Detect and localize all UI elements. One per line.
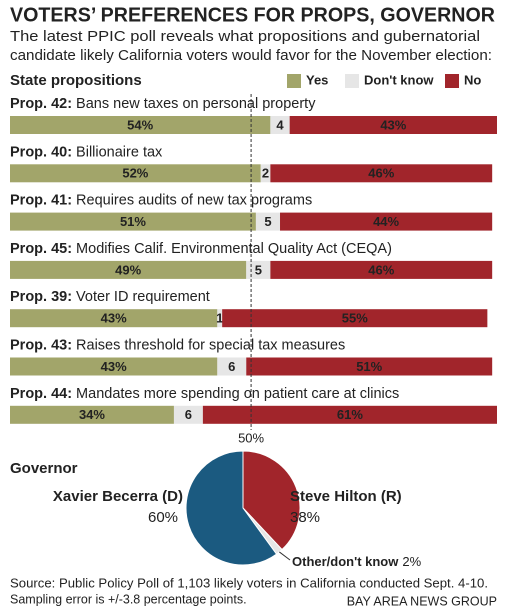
category-description: Modifies Calif. Environmental Quality Ac…	[76, 241, 392, 257]
value-label: 54%	[127, 117, 153, 132]
bar-segment	[10, 164, 261, 183]
bar-segment	[10, 116, 271, 134]
category-name: Prop. 44:	[10, 386, 72, 402]
value-label: 5	[264, 214, 271, 229]
value-label: 1	[216, 311, 223, 326]
category-description: Bans new taxes on personal property	[76, 96, 316, 112]
category-label: Prop. 45: Modifies Calif. Environmental Q…	[10, 241, 392, 257]
category-name: Prop. 43:	[10, 337, 72, 353]
category-description: Raises threshold for special tax measure…	[76, 337, 345, 353]
bar-segment	[10, 260, 247, 279]
value-label: 51%	[120, 214, 146, 229]
value-label: 34%	[79, 407, 105, 422]
bar-segment	[270, 260, 493, 279]
value-label: 4	[276, 117, 284, 132]
category-label: Prop. 42: Bans new taxes on personal prop…	[10, 96, 316, 112]
bar-segment	[10, 357, 218, 376]
bar-segment	[222, 309, 488, 328]
value-label: 61%	[337, 407, 363, 422]
category-name: Prop. 41:	[10, 192, 72, 208]
value-label: 43%	[101, 359, 127, 374]
category-name: Prop. 42:	[10, 96, 72, 112]
legend-swatch	[445, 74, 459, 88]
category-name: Prop. 45:	[10, 241, 72, 257]
category-label: Prop. 40: Billionaire tax	[10, 144, 163, 160]
value-label: 44%	[373, 214, 399, 229]
bar-segment	[255, 212, 281, 231]
slice-label: Other/don't know 2%	[292, 554, 422, 569]
subtitle: The latest PPIC poll reveals what propos…	[10, 28, 480, 45]
value-label: 46%	[368, 262, 394, 277]
bar-segment	[173, 405, 203, 424]
value-label: 51%	[356, 359, 382, 374]
bar-segment	[270, 164, 493, 183]
value-label: 43%	[380, 117, 406, 132]
pie-slice	[242, 450, 301, 551]
category-label: Prop. 41: Requires audits of new tax prog…	[10, 192, 312, 208]
bar-segment	[10, 212, 256, 231]
value-label: 43%	[101, 311, 127, 326]
category-description: Mandates more spending on patient care a…	[76, 386, 399, 402]
bar-segment	[202, 405, 498, 424]
value-label: 6	[228, 359, 235, 374]
value-label: 52%	[122, 166, 148, 181]
legend-label: Yes	[306, 72, 328, 87]
legend-swatch	[287, 74, 301, 88]
category-description: Billionaire tax	[76, 144, 163, 160]
slice-value: 2%	[402, 554, 421, 569]
bar-segment	[217, 309, 223, 328]
bar-segment	[289, 116, 497, 134]
bar-chart-title: State propositions	[10, 72, 142, 89]
credit: BAY AREA NEWS GROUP	[347, 594, 497, 608]
value-label: 6	[185, 407, 192, 422]
slice-name: Xavier Becerra (D)	[53, 488, 183, 505]
slice-value: 38%	[290, 509, 320, 526]
source: Source: Public Policy Poll of 1,103 like…	[10, 576, 488, 590]
category-label: Prop. 43: Raises threshold for special ta…	[10, 337, 345, 353]
value-label: 46%	[368, 166, 394, 181]
pie-chart-title: Governor	[10, 460, 78, 477]
bar-segment	[10, 309, 218, 328]
slice-name: Other/don't know	[292, 554, 399, 569]
subtitle: candidate likely California voters would…	[10, 47, 492, 64]
pie-slice	[185, 450, 278, 566]
value-label: 5	[255, 262, 262, 277]
bar-segment	[270, 116, 290, 134]
category-label: Prop. 44: Mandates more spending on patie…	[10, 386, 399, 402]
leader-line	[279, 551, 291, 561]
bar-segment	[217, 357, 247, 376]
value-label: 55%	[342, 311, 368, 326]
category-name: Prop. 39:	[10, 289, 72, 305]
legend-label: Don't know	[364, 72, 434, 87]
slice-name: Steve Hilton (R)	[290, 488, 402, 505]
legend-label: No	[464, 72, 481, 87]
bar-segment	[280, 212, 493, 231]
category-label: Prop. 39: Voter ID requirement	[10, 289, 210, 305]
value-label: 49%	[115, 262, 141, 277]
value-label: 2	[262, 166, 269, 181]
slice-value: 60%	[148, 509, 178, 526]
category-description: Voter ID requirement	[76, 289, 210, 305]
bar-segment	[246, 260, 271, 279]
page-title: VOTERS’ PREFERENCES FOR PROPS, GOVERNOR	[10, 4, 496, 26]
legend-swatch	[345, 74, 359, 88]
reference-label: 50%	[238, 430, 264, 445]
source: Sampling error is +/-3.8 percentage poin…	[10, 592, 247, 606]
category-name: Prop. 40:	[10, 144, 72, 160]
bar-segment	[246, 357, 493, 376]
bar-segment	[10, 405, 174, 424]
category-description: Requires audits of new tax programs	[76, 192, 312, 208]
bar-segment	[260, 164, 271, 183]
